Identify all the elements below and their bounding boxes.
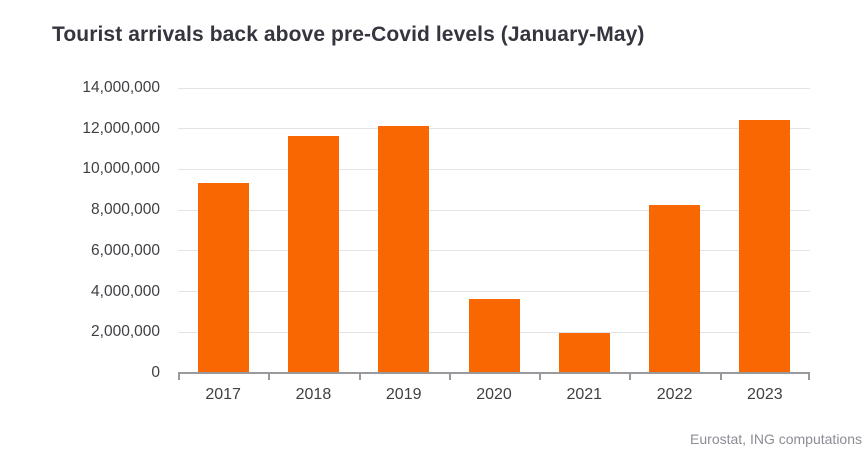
y-tick-label: 2,000,000	[91, 323, 160, 341]
x-tick-label: 2021	[566, 386, 603, 403]
x-tick-label: 2023	[747, 386, 783, 403]
chart-title: Tourist arrivals back above pre-Covid le…	[52, 23, 645, 46]
x-axis-line	[178, 372, 810, 374]
x-tick-label: 2022	[656, 386, 693, 403]
gridline	[178, 87, 810, 89]
gridline	[178, 128, 810, 130]
bar-2019	[378, 125, 430, 372]
axis-tick	[629, 373, 632, 380]
axis-tick	[719, 373, 722, 380]
y-tick-label: 0	[151, 364, 160, 381]
gridline	[178, 168, 810, 170]
bar-2020	[468, 298, 520, 372]
axis-tick	[448, 373, 451, 380]
gridline	[178, 209, 810, 211]
plot-area	[178, 87, 810, 380]
bar-2022	[649, 205, 701, 372]
axis-tick	[808, 373, 810, 380]
bar-2018	[287, 135, 339, 372]
source-note: Eurostat, ING computations	[690, 431, 862, 447]
bar-2021	[558, 333, 610, 372]
x-tick-label: 2020	[476, 386, 512, 403]
x-tick-label: 2019	[385, 386, 422, 403]
y-tick-label: 6,000,000	[91, 241, 160, 259]
y-tick-label: 12,000,000	[82, 119, 160, 137]
y-tick-label: 4,000,000	[91, 282, 160, 300]
axis-tick	[358, 373, 361, 380]
bar-2023	[739, 119, 791, 372]
y-tick-label: 10,000,000	[82, 160, 160, 178]
x-tick-label: 2017	[205, 386, 241, 403]
axis-tick	[539, 373, 542, 380]
y-tick-label: 8,000,000	[91, 201, 160, 219]
x-tick-label: 2018	[295, 386, 332, 403]
gridline	[178, 291, 810, 293]
bar-2017	[197, 182, 249, 372]
axis-tick	[178, 373, 180, 380]
gridline	[178, 250, 810, 252]
y-tick-label: 14,000,000	[82, 79, 160, 96]
axis-tick	[268, 373, 271, 380]
